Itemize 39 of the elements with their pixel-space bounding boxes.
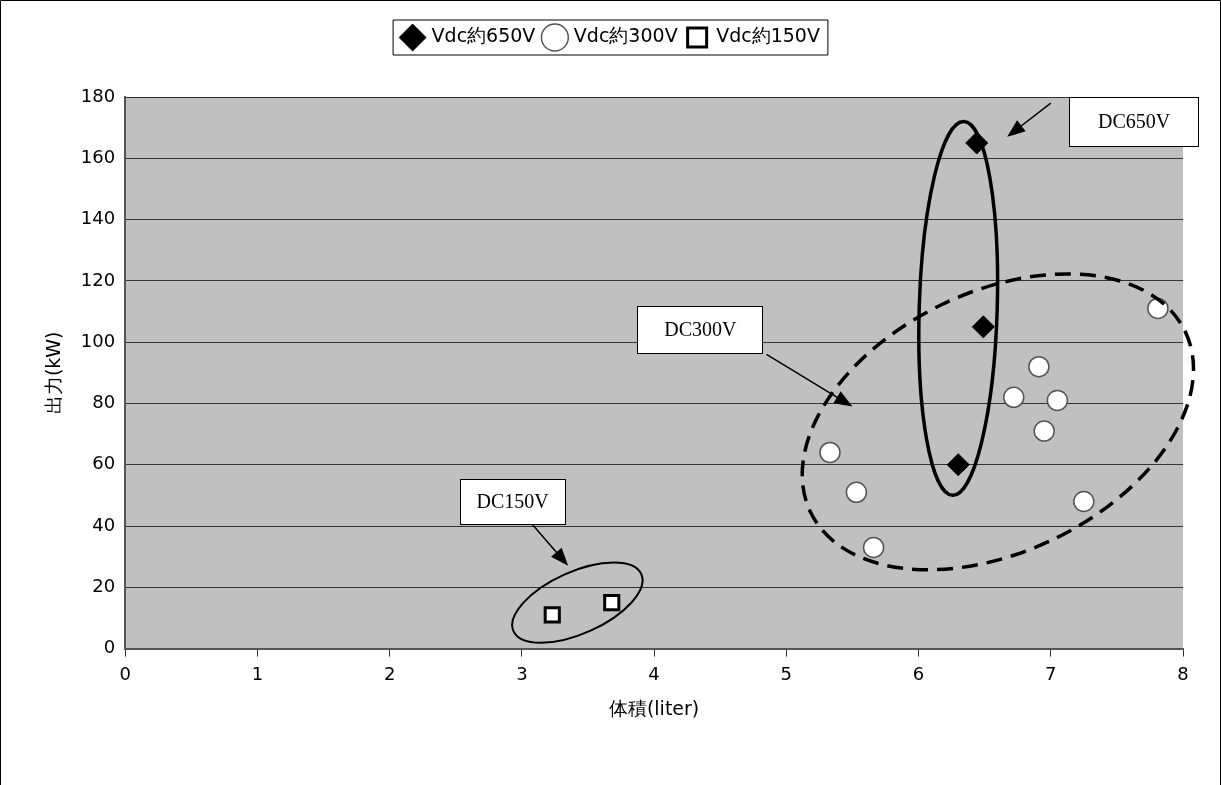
legend-label: Vdc約650V [431, 24, 536, 47]
y-tick-label: 100 [80, 329, 116, 351]
y-tick-label: 120 [80, 268, 116, 290]
point [862, 536, 885, 559]
annotation: DC650V [1069, 96, 1200, 147]
legend-label: Vdc約300V [573, 24, 678, 47]
x-tick-label: 5 [780, 663, 793, 685]
x-tick-label: 4 [648, 663, 660, 685]
point [845, 481, 868, 504]
y-tick-label: 40 [92, 513, 116, 535]
point [971, 315, 995, 339]
point [946, 453, 970, 477]
y-axis-title: 出力(kW) [42, 331, 65, 415]
y-tick-label: 160 [80, 145, 116, 167]
y-tick-label: 0 [103, 636, 116, 658]
y-tick-label: 180 [80, 84, 116, 106]
x-tick-label: 3 [516, 663, 528, 685]
point [1002, 386, 1025, 409]
x-tick-label: 0 [119, 663, 131, 685]
point [1033, 420, 1055, 442]
annotation: DC150V [459, 478, 566, 525]
point [603, 594, 621, 612]
point [543, 606, 561, 624]
y-tick-label: 140 [80, 207, 116, 229]
x-tick-label: 7 [1045, 663, 1057, 685]
y-tick-label: 20 [92, 574, 116, 596]
x-tick-label: 8 [1177, 663, 1189, 685]
y-tick-label: 80 [92, 391, 116, 413]
point [819, 441, 841, 464]
point [1028, 355, 1050, 378]
x-axis-title: 体積(liter) [608, 696, 700, 719]
legend-label: Vdc約150V [716, 24, 820, 47]
x-tick-label: 6 [912, 663, 925, 685]
annotation: DC300V [637, 305, 764, 354]
point [1073, 490, 1095, 513]
point [1046, 389, 1069, 412]
y-tick-label: 60 [92, 452, 116, 474]
x-tick-label: 2 [383, 663, 396, 685]
x-tick-label: 1 [251, 663, 264, 685]
